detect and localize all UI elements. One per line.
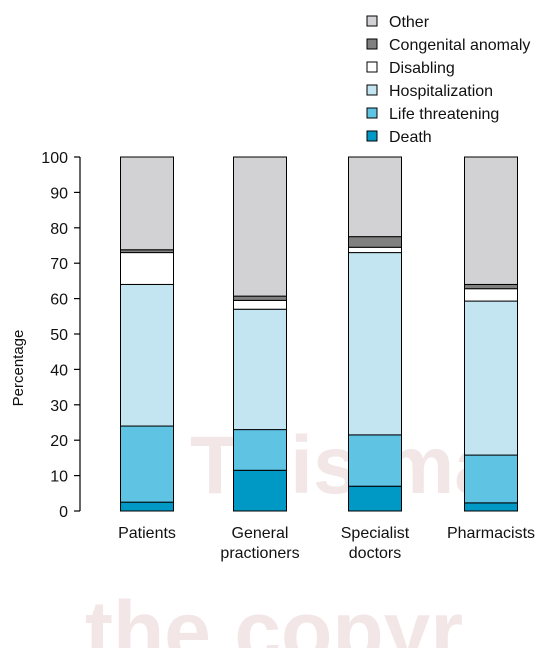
bar-segment-congenital-anomaly [348,236,402,248]
y-tick-label: 10 [50,469,68,486]
bar-segment-death [464,502,518,512]
legend: Other Congenital anomaly Disabling Hospital… [366,14,530,146]
legend-label: Congenital anomaly [389,37,530,54]
y-tick-label: 30 [50,398,68,415]
bar-segment-life-threatening [233,429,287,471]
bar-segment-hospitalization [233,308,287,431]
bar-segment-disabling [464,288,518,302]
bar-segment-death [348,485,402,512]
y-tick-label: 0 [59,504,68,521]
y-axis: 0 10 20 30 40 50 60 70 80 90 100 [41,150,81,521]
bar-segment-death [233,469,287,512]
bars [120,156,518,512]
category-label: practioners [220,545,299,562]
category-label: Patients [118,525,176,542]
category-label: doctors [349,545,401,562]
bar-segment-congenital-anomaly [233,295,287,301]
category-label: General [232,525,289,542]
y-tick-label: 100 [41,150,68,167]
y-tick-label: 60 [50,292,68,309]
bar-segment-hospitalization [464,300,518,456]
y-tick-label: 90 [50,185,68,202]
legend-swatch [366,84,378,96]
bar-segment-other [464,156,518,285]
bar-segment-other [233,156,287,297]
bar-segment-life-threatening [120,425,174,503]
y-tick-label: 20 [50,433,68,450]
legend-label: Death [389,129,432,146]
y-tick-label: 40 [50,362,68,379]
legend-label: Life threatening [389,106,499,123]
bar-segment-hospitalization [120,283,174,427]
legend-label: Hospitalization [389,83,493,100]
bar-segment-disabling [120,252,174,285]
category-label: Specialist [341,525,410,542]
bar-segment-disabling [233,299,287,310]
y-tick-label: 80 [50,221,68,238]
y-tick-label: 70 [50,256,68,273]
legend-label: Other [389,14,430,31]
y-tick-label: 50 [50,327,68,344]
y-axis-label: Percentage [10,330,27,407]
legend-label: Disabling [389,60,455,77]
legend-swatch [366,130,378,142]
legend-swatch [366,61,378,73]
bar-segment-other [120,156,174,251]
watermark-text: the copyr [85,584,463,648]
bar-segment-congenital-anomaly [464,283,518,290]
bar-segment-life-threatening [348,434,402,487]
x-axis-labels: Patients General practioners Specialist doct… [118,525,535,562]
legend-swatch [366,107,378,119]
legend-swatch [366,15,378,27]
legend-swatch [366,38,378,50]
bar-segment-hospitalization [348,252,402,436]
category-label: Pharmacists [447,525,535,542]
bar-segment-disabling [348,246,402,254]
bar-segment-life-threatening [464,454,518,504]
bar-segment-death [120,501,174,512]
bar-segment-other [348,156,402,238]
